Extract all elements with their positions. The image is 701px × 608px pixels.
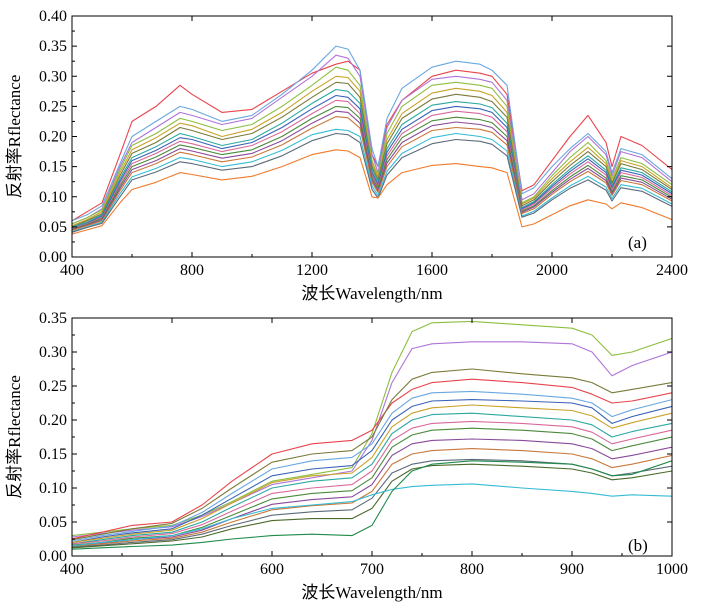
x-tick-label: 900 bbox=[560, 561, 584, 578]
y-tick-label: 0.25 bbox=[39, 98, 67, 115]
y-tick-label: 0.30 bbox=[39, 68, 67, 85]
x-tick-label: 600 bbox=[260, 561, 284, 578]
x-tick-label: 800 bbox=[460, 561, 484, 578]
y-tick-label: 0.20 bbox=[39, 412, 67, 429]
y-tick-label: 0.35 bbox=[39, 38, 67, 55]
x-tick-label: 400 bbox=[60, 561, 84, 578]
y-tick-label: 0.30 bbox=[39, 344, 67, 361]
series-line-11 bbox=[72, 438, 672, 547]
series-line-6 bbox=[72, 399, 672, 543]
series-group bbox=[72, 320, 672, 550]
x-tick-label: 700 bbox=[360, 561, 384, 578]
y-tick-label: 0.20 bbox=[39, 129, 67, 146]
series-line-2 bbox=[72, 341, 672, 538]
y-tick-label: 0.25 bbox=[39, 378, 67, 395]
y-tick-label: 0.00 bbox=[39, 548, 67, 565]
x-tick-label: 1200 bbox=[296, 262, 328, 279]
x-tick-label: 800 bbox=[180, 262, 204, 279]
series-line-13 bbox=[72, 128, 672, 233]
series-line-5 bbox=[72, 75, 672, 227]
series-line-12 bbox=[72, 448, 672, 548]
series-line-9 bbox=[72, 420, 672, 545]
series-line-2 bbox=[72, 45, 672, 222]
y-axis-label: 反射率Rflectance bbox=[5, 75, 24, 199]
series-line-14 bbox=[72, 463, 672, 549]
series-line-8 bbox=[72, 412, 672, 545]
panel-label: (a) bbox=[628, 233, 647, 252]
series-line-11 bbox=[72, 110, 672, 231]
series-line-8 bbox=[72, 94, 672, 229]
y-tick-label: 0.00 bbox=[39, 249, 67, 266]
y-tick-label: 0.05 bbox=[39, 514, 67, 531]
y-tick-label: 0.15 bbox=[39, 446, 67, 463]
series-line-15 bbox=[72, 483, 672, 547]
series-line-4 bbox=[72, 66, 672, 225]
y-tick-label: 0.10 bbox=[39, 189, 67, 206]
x-tick-label: 2400 bbox=[656, 262, 688, 279]
series-line-9 bbox=[72, 99, 672, 230]
x-tick-label: 500 bbox=[160, 561, 184, 578]
series-line-3 bbox=[72, 378, 672, 540]
series-line-12 bbox=[72, 116, 672, 232]
series-line-3 bbox=[72, 54, 672, 225]
series-line-4 bbox=[72, 368, 672, 541]
series-line-7 bbox=[72, 88, 672, 228]
series-line-15 bbox=[72, 149, 672, 235]
chart-panel-a: 400 800 1200 1600 2000 2400 0.00 0.05 0.10 0.15 0.… bbox=[5, 8, 688, 303]
x-tick-label: 400 bbox=[60, 262, 84, 279]
x-tick-label: 2000 bbox=[536, 262, 568, 279]
y-tick-label: 0.15 bbox=[39, 159, 67, 176]
series-line-10 bbox=[72, 105, 672, 230]
y-tick-label: 0.10 bbox=[39, 480, 67, 497]
x-axis-label: 波长Wavelength/nm bbox=[301, 583, 442, 602]
y-tick-label: 0.05 bbox=[39, 219, 67, 236]
series-line-16 bbox=[72, 460, 672, 550]
y-tick-label: 0.35 bbox=[39, 310, 67, 327]
y-tick-label: 0.40 bbox=[39, 8, 67, 25]
series-line-1 bbox=[72, 320, 672, 537]
series-line-14 bbox=[72, 132, 672, 233]
panel-label: (b) bbox=[628, 536, 648, 555]
series-line-5 bbox=[72, 390, 672, 542]
x-axis-label: 波长Wavelength/nm bbox=[301, 284, 442, 303]
series-line-6 bbox=[72, 81, 672, 228]
y-axis-label: 反射率Rflectance bbox=[5, 375, 24, 499]
series-line-1 bbox=[72, 60, 672, 222]
chart-panel-b: 400 500 600 700 800 900 1000 0.00 0.05 0.10 0.15 0.… bbox=[5, 310, 688, 602]
plot-frame bbox=[71, 15, 673, 258]
x-tick-label: 1000 bbox=[656, 561, 688, 578]
series-group bbox=[72, 45, 672, 235]
x-tick-label: 1600 bbox=[416, 262, 448, 279]
series-line-7 bbox=[72, 404, 672, 543]
